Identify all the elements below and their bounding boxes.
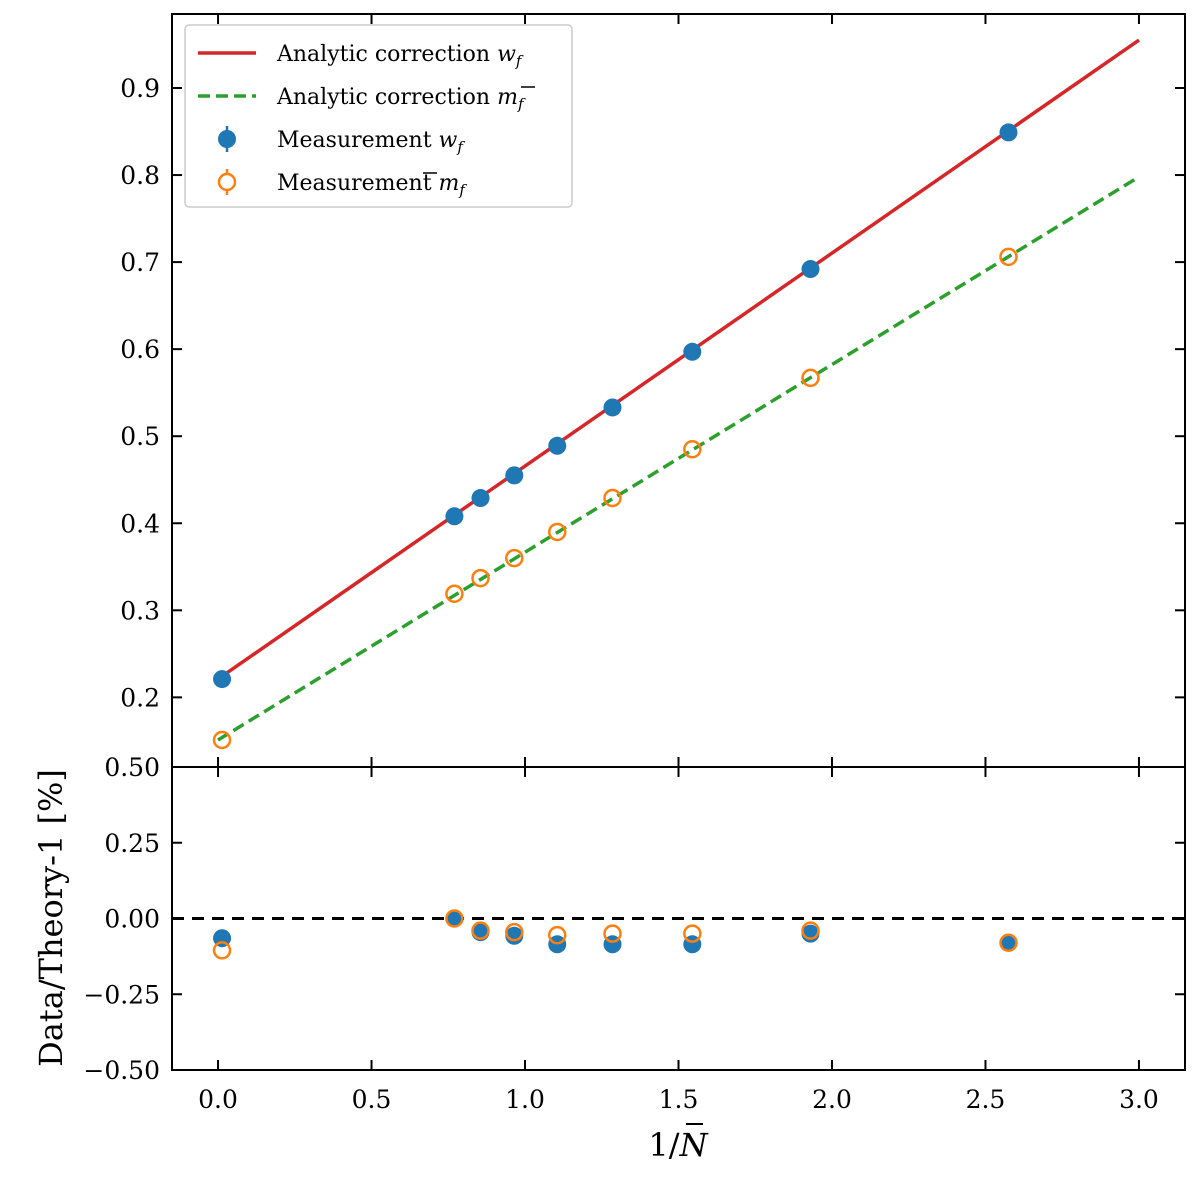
main-ytick-label: 0.8 bbox=[120, 161, 160, 190]
main-ytick-label: 0.4 bbox=[120, 509, 160, 538]
residual-point-1-1 bbox=[445, 909, 464, 928]
legend-marker-swatch bbox=[217, 172, 237, 192]
main-ytick-label: 0.5 bbox=[120, 422, 160, 451]
measurement-point-0-1 bbox=[445, 507, 464, 526]
measurement-point-1-4 bbox=[547, 522, 567, 542]
residual-point-1-8 bbox=[999, 933, 1018, 952]
main-panel: 0.2 0.3 0.4 0.5 0.6 0.7 0.8 0.9 Analytic correc… bbox=[120, 13, 1186, 768]
residual-ytick-label: 0.25 bbox=[104, 829, 160, 858]
residual-point-1-3 bbox=[505, 922, 524, 942]
legend-label: Measurement mf bbox=[277, 171, 467, 199]
residual-panel: −0.50 −0.25 0.00 0.25 0.50 0.0 0.5 1.0 1.5 2.0 2.5… bbox=[32, 753, 1186, 1164]
measurement-point-0-0 bbox=[213, 670, 232, 689]
residual-ytick-label: −0.25 bbox=[83, 980, 160, 1009]
residual-markers bbox=[212, 909, 1018, 960]
residual-xtick-label: 1.5 bbox=[659, 1085, 699, 1114]
legend-label: Analytic correction mf bbox=[276, 85, 526, 113]
residual-ytick-label: −0.50 bbox=[83, 1056, 160, 1085]
main-ytick-label: 0.9 bbox=[120, 74, 160, 103]
measurement-point-1-5 bbox=[603, 488, 622, 508]
legend-marker-swatch bbox=[218, 130, 236, 148]
residual-xtick-label: 0.5 bbox=[352, 1085, 392, 1114]
main-y-ticks: 0.2 0.3 0.4 0.5 0.6 0.7 0.8 0.9 bbox=[120, 14, 1185, 767]
main-ytick-label: 0.6 bbox=[120, 335, 160, 364]
residual-point-0-3 bbox=[505, 926, 524, 945]
residual-xtick-label: 3.0 bbox=[1119, 1085, 1159, 1114]
measurement-point-1-3 bbox=[505, 548, 524, 568]
residual-ytick-label: 0.00 bbox=[104, 905, 160, 934]
measurement-point-0-5 bbox=[603, 398, 622, 417]
measurement-point-1-6 bbox=[683, 440, 702, 459]
residual-point-1-7 bbox=[801, 921, 820, 940]
legend-box bbox=[184, 24, 573, 208]
analytic-line-0 bbox=[217, 38, 1140, 681]
measurement-point-1-8 bbox=[999, 247, 1018, 267]
measurement-point-0-4 bbox=[548, 436, 567, 455]
measurement-point-0-3 bbox=[505, 466, 524, 485]
residual-xtick-label: 0.0 bbox=[198, 1085, 238, 1114]
residual-point-1-6 bbox=[683, 924, 702, 943]
measurement-point-1-2 bbox=[471, 568, 490, 588]
residual-point-0-8 bbox=[999, 933, 1018, 952]
legend-label: Analytic correction wf bbox=[276, 42, 524, 70]
measurement-point-0-2 bbox=[471, 489, 490, 508]
residual-point-0-1 bbox=[445, 909, 464, 928]
measurement-point-0-6 bbox=[683, 342, 702, 361]
residual-xtick-label: 1.0 bbox=[505, 1085, 545, 1114]
measurement-point-1-1 bbox=[445, 584, 464, 604]
residual-point-1-2 bbox=[471, 921, 490, 940]
residual-ticks: −0.50 −0.25 0.00 0.25 0.50 0.0 0.5 1.0 1.5 2.0 2.5… bbox=[83, 753, 1185, 1114]
main-series-lines bbox=[217, 38, 1140, 742]
residual-ytick-label: 0.50 bbox=[104, 753, 160, 782]
residual-xtick-label: 2.5 bbox=[966, 1085, 1006, 1114]
residual-point-1-0 bbox=[212, 941, 232, 960]
main-series-markers bbox=[212, 123, 1018, 750]
x-axis-label: 1/N bbox=[648, 1126, 708, 1164]
main-ytick-label: 0.7 bbox=[120, 248, 160, 277]
y-axis-label: Data/Theory-1 [%] bbox=[32, 769, 70, 1067]
main-ytick-label: 0.2 bbox=[120, 683, 160, 712]
residual-plot-frame bbox=[171, 766, 1186, 1071]
measurement-point-1-7 bbox=[801, 368, 820, 388]
legend: Analytic correction wf Analytic correctio… bbox=[184, 24, 573, 208]
residual-point-1-5 bbox=[603, 924, 622, 943]
legend-label: Measurement wf bbox=[277, 128, 465, 156]
measurement-point-0-7 bbox=[801, 260, 820, 279]
residual-xtick-label: 2.0 bbox=[812, 1085, 852, 1114]
residual-point-1-4 bbox=[547, 925, 567, 945]
measurement-point-0-8 bbox=[999, 123, 1018, 142]
main-ytick-label: 0.3 bbox=[120, 596, 160, 625]
measurement-point-1-0 bbox=[212, 730, 232, 750]
